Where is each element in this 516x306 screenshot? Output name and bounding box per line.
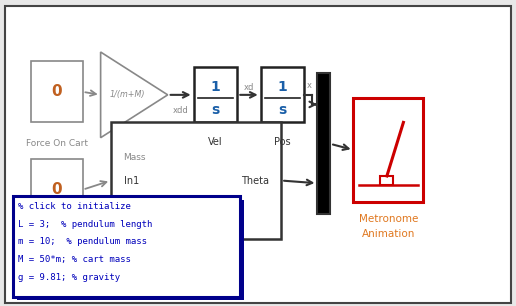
Bar: [17, 200, 244, 300]
Text: g = 9.81; % gravity: g = 9.81; % gravity: [18, 273, 120, 282]
Text: Force On Cart: Force On Cart: [26, 139, 88, 148]
Bar: [353, 98, 423, 202]
Bar: [194, 67, 237, 122]
Polygon shape: [101, 52, 168, 138]
Bar: [31, 61, 83, 122]
Text: Pendulum: Pendulum: [170, 254, 222, 263]
Text: s: s: [279, 103, 286, 117]
Bar: [111, 122, 281, 239]
Text: 1: 1: [278, 80, 287, 94]
Text: 0: 0: [52, 84, 62, 99]
Text: m = 10;  % pendulum mass: m = 10; % pendulum mass: [18, 237, 147, 246]
Text: % click to initialize: % click to initialize: [18, 202, 131, 211]
Text: xd: xd: [244, 83, 254, 92]
Text: In1: In1: [124, 176, 139, 185]
Text: 1/(m+M): 1/(m+M): [110, 90, 145, 99]
Text: s: s: [212, 103, 219, 117]
Text: Metronome: Metronome: [359, 214, 418, 224]
Text: Vel: Vel: [208, 137, 223, 147]
Bar: [380, 176, 393, 185]
Bar: [31, 159, 83, 220]
Bar: [261, 67, 304, 122]
Text: 0: 0: [52, 182, 62, 197]
Text: 1: 1: [211, 80, 220, 94]
Bar: [13, 196, 240, 297]
Text: L = 3;  % pendulum length: L = 3; % pendulum length: [18, 220, 152, 229]
Text: Mass: Mass: [123, 153, 146, 162]
Text: Animation: Animation: [362, 229, 415, 239]
Text: M = 50*m; % cart mass: M = 50*m; % cart mass: [18, 255, 131, 264]
Bar: [317, 73, 330, 214]
Text: Force Pendulum: Force Pendulum: [21, 240, 93, 249]
Text: xdd: xdd: [173, 106, 188, 115]
Text: x: x: [307, 81, 312, 90]
Text: Theta: Theta: [241, 176, 269, 185]
Text: Pos: Pos: [274, 137, 291, 147]
